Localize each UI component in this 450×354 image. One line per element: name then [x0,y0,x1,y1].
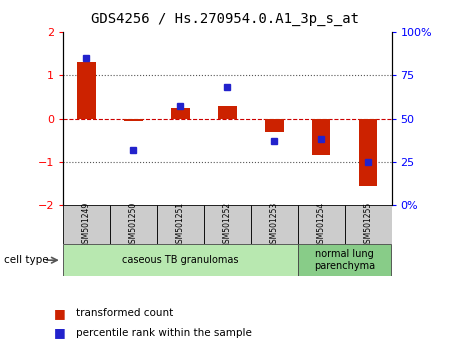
Text: GSM501249: GSM501249 [82,202,91,248]
Text: caseous TB granulomas: caseous TB granulomas [122,255,238,265]
Bar [265,119,284,132]
Text: GSM501251: GSM501251 [176,202,185,248]
Bar [251,205,297,244]
Text: GSM501252: GSM501252 [223,202,232,248]
Bar [124,119,143,121]
Text: GSM501254: GSM501254 [317,202,326,248]
Bar [312,119,330,155]
Bar [297,205,345,244]
Text: GSM501253: GSM501253 [270,202,279,248]
Text: cell type: cell type [4,255,49,265]
Bar [297,244,392,276]
Text: ■: ■ [54,307,66,320]
Text: GSM501250: GSM501250 [129,202,138,248]
Text: normal lung
parenchyma: normal lung parenchyma [314,249,375,271]
Text: transformed count: transformed count [76,308,174,318]
Text: GDS4256 / Hs.270954.0.A1_3p_s_at: GDS4256 / Hs.270954.0.A1_3p_s_at [91,12,359,27]
Bar [63,205,110,244]
Bar [110,205,157,244]
Bar [218,107,237,119]
Bar [359,119,378,186]
Text: GSM501255: GSM501255 [364,202,373,248]
Bar [157,205,204,244]
Text: percentile rank within the sample: percentile rank within the sample [76,328,252,338]
Bar [204,205,251,244]
Bar [63,244,297,276]
Bar [77,62,96,119]
Text: ■: ■ [54,326,66,339]
Bar [345,205,392,244]
Bar [171,108,190,119]
